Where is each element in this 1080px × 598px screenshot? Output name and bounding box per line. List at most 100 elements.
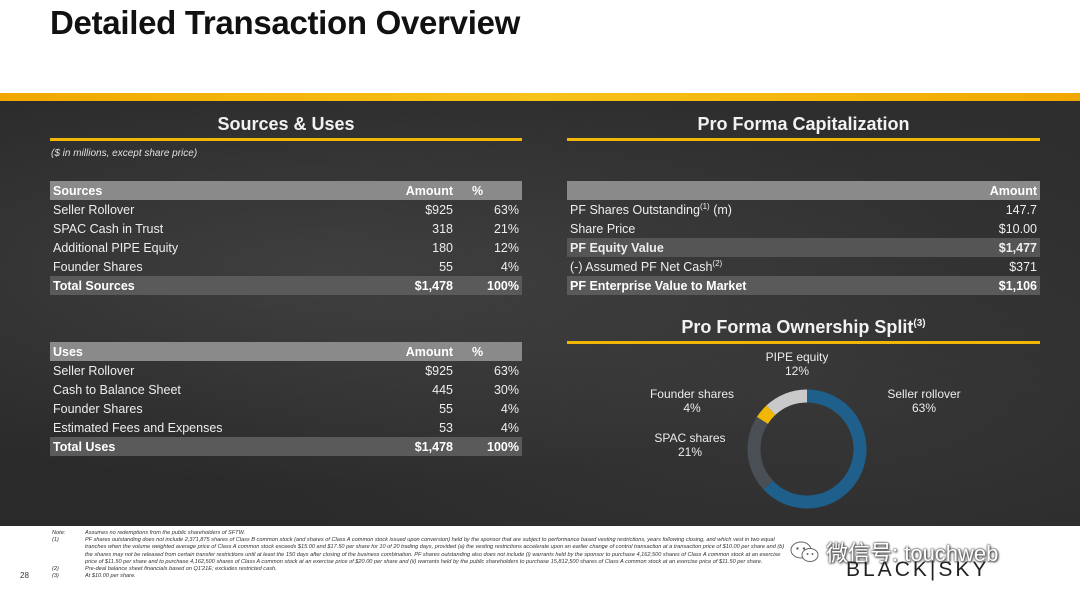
row-label: Additional PIPE Equity: [53, 240, 179, 255]
sources-col-pct: %: [456, 181, 522, 200]
total-pct: 100%: [456, 276, 522, 295]
row-amount: 55: [439, 259, 453, 274]
row-pct: 30%: [493, 382, 519, 397]
total-amount: $1,478: [350, 437, 456, 456]
label-seller-rollover: Seller rollover 63%: [872, 387, 976, 415]
ownership-donut-chart: [747, 389, 867, 509]
row-label: (-) Assumed PF Net Cash(2): [567, 257, 927, 276]
sources-uses-rule: [50, 138, 522, 141]
sources-col-label: Sources: [50, 181, 350, 200]
total-label: Total Uses: [50, 437, 350, 456]
footer: Note: Assumes no redemptions from the pub…: [0, 526, 1080, 598]
table-row: Cash to Balance Sheet 445 30%: [50, 380, 522, 399]
wechat-icon: [790, 541, 819, 562]
label-founder-shares: Founder shares 4%: [640, 387, 744, 415]
row-amount: $925: [425, 202, 453, 217]
footnote: (3) At $10.00 per share.: [52, 573, 792, 580]
row-amount: $925: [425, 363, 453, 378]
table-row: Seller Rollover $925 63%: [50, 361, 522, 380]
page-number: 28: [20, 571, 29, 580]
uses-total-row: Total Uses $1,478 100%: [50, 437, 522, 456]
sources-total-row: Total Sources $1,478 100%: [50, 276, 522, 295]
uses-table: Uses Amount % Seller Rollover $925 63% C…: [50, 342, 522, 456]
table-row: Additional PIPE Equity 180 12%: [50, 238, 522, 257]
table-row: Share Price $10.00: [567, 219, 1040, 238]
label-pipe-equity: PIPE equity 12%: [752, 350, 842, 378]
blacksky-logo: BLACK|SKY: [846, 558, 990, 581]
cap-header-blank: [567, 181, 927, 200]
row-label: Founder Shares: [53, 401, 143, 416]
page-title: Detailed Transaction Overview: [50, 4, 520, 41]
row-label: Cash to Balance Sheet: [53, 382, 181, 397]
capitalization-title: Pro Forma Capitalization: [697, 114, 910, 134]
slice-name: Seller rollover: [887, 387, 961, 401]
row-value: 147.7: [1005, 202, 1037, 217]
row-amount: 318: [432, 221, 453, 236]
row-amount: 445: [432, 382, 453, 397]
table-row: PF Enterprise Value to Market $1,106: [567, 276, 1040, 295]
footnote-key: Note:: [52, 530, 66, 536]
gold-divider: [0, 93, 1080, 101]
donut-slice-spac-shares: [747, 389, 867, 509]
table-row: Seller Rollover $925 63%: [50, 200, 522, 219]
watermark: 微信号: touchweb: [790, 536, 998, 568]
total-label: Total Sources: [50, 276, 350, 295]
slice-pct: 12%: [784, 364, 810, 378]
table-row: SPAC Cash in Trust 318 21%: [50, 219, 522, 238]
cap-label: PF Shares Outstanding: [570, 202, 700, 217]
row-amount: 180: [432, 240, 453, 255]
slice-name: Founder shares: [649, 387, 735, 401]
footnote-ref: (1): [699, 201, 710, 211]
cap-header-row: Amount: [567, 181, 1040, 200]
units-note: ($ in millions, except share price): [51, 148, 198, 159]
content-board: Sources & Uses ($ in millions, except sh…: [0, 101, 1080, 526]
row-amount: 53: [439, 420, 453, 435]
uses-col-pct: %: [456, 342, 522, 361]
table-row: Estimated Fees and Expenses 53 4%: [50, 418, 522, 437]
watermark-text: 微信号: touchweb: [826, 541, 999, 566]
row-value: $371: [1009, 259, 1037, 274]
capitalization-rule: [567, 138, 1040, 141]
sources-table: Sources Amount % Seller Rollover $925 63…: [50, 181, 522, 295]
footnote: Note: Assumes no redemptions from the pub…: [52, 530, 792, 537]
footnote-text: Assumes no redemptions from the public s…: [85, 530, 246, 536]
footnote: (2) Pre-deal balance sheet financials bas…: [52, 566, 792, 573]
row-label: Founder Shares: [53, 259, 143, 274]
ownership-rule: [567, 341, 1040, 344]
cap-col-amount: Amount: [927, 181, 1040, 200]
footnote-ref: (3): [913, 318, 926, 329]
row-pct: 21%: [493, 221, 519, 236]
row-label: PF Shares Outstanding(1) (m): [567, 200, 927, 219]
table-row: (-) Assumed PF Net Cash(2) $371: [567, 257, 1040, 276]
table-row: Founder Shares 55 4%: [50, 399, 522, 418]
row-label: PF Equity Value: [567, 238, 927, 257]
cap-label: (-) Assumed PF Net Cash: [570, 259, 713, 274]
table-row: PF Equity Value $1,477: [567, 238, 1040, 257]
footnote-key: (3): [52, 573, 59, 580]
footnote-text: PF shares outstanding does not include 2…: [85, 537, 785, 565]
table-row: Founder Shares 55 4%: [50, 257, 522, 276]
row-label: Estimated Fees and Expenses: [53, 420, 223, 435]
sources-uses-title: Sources & Uses: [217, 114, 355, 134]
slice-pct: 21%: [677, 445, 703, 459]
ownership-title-text: Pro Forma Ownership Split: [681, 317, 914, 337]
donut-slice-pipe-equity: [747, 389, 867, 509]
total-pct: 100%: [456, 437, 522, 456]
footnote: (1) PF shares outstanding does not includ…: [52, 537, 792, 566]
footnote-ref: (2): [712, 258, 723, 268]
row-pct: 4%: [500, 401, 519, 416]
footnote-key: (2): [52, 566, 59, 573]
row-pct: 4%: [500, 420, 519, 435]
row-label: SPAC Cash in Trust: [53, 221, 164, 236]
footnote-text: At $10.00 per share.: [85, 573, 136, 580]
footnote-key: (1): [52, 537, 59, 544]
row-pct: 12%: [493, 240, 519, 255]
row-value: $1,106: [927, 276, 1040, 295]
uses-col-amount: Amount: [350, 342, 456, 361]
slice-pct: 63%: [911, 401, 937, 415]
cap-label-suffix: (m): [709, 202, 732, 217]
row-amount: 55: [439, 401, 453, 416]
uses-col-label: Uses: [50, 342, 350, 361]
slice-name: PIPE equity: [765, 350, 829, 364]
row-pct: 63%: [493, 363, 519, 378]
